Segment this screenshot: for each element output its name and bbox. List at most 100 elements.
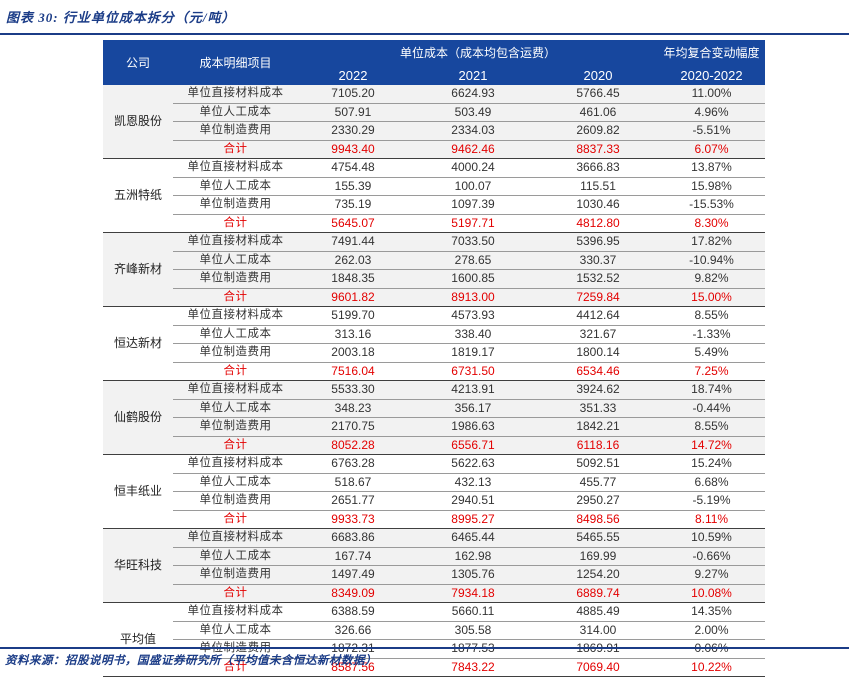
- cost-item-label: 单位人工成本: [173, 621, 298, 640]
- value-2021: 338.40: [408, 325, 538, 344]
- value-2022: 167.74: [298, 547, 408, 566]
- value-2021: 305.58: [408, 621, 538, 640]
- cagr-value: 9.82%: [658, 269, 766, 289]
- value-2020: 314.00: [538, 621, 659, 640]
- value-2021: 8913.00: [408, 288, 538, 307]
- table-row: 齐峰新材 单位直接材料成本 7491.44 7033.50 5396.95 17.82%: [103, 232, 766, 307]
- value-2020: 8498.56: [538, 510, 659, 529]
- cost-item-label: 单位制造费用: [173, 269, 298, 289]
- value-2020: 5092.51: [538, 454, 659, 474]
- table-row: 单位制造费用 2170.75 1986.63 1842.21 8.55%: [103, 417, 766, 437]
- value-2020: 1800.14: [538, 343, 659, 363]
- table-row: 合计 8349.09 7934.18 6889.74 10.08%: [103, 584, 766, 603]
- cagr-value: 10.22%: [658, 658, 766, 677]
- value-2020: 1842.21: [538, 417, 659, 437]
- cagr-value: 14.35%: [658, 602, 766, 622]
- cost-item-label: 单位直接材料成本: [173, 528, 298, 548]
- cagr-value: 8.30%: [658, 214, 766, 233]
- title-rule: [0, 33, 849, 35]
- value-2021: 9462.46: [408, 140, 538, 159]
- value-2021: 1600.85: [408, 269, 538, 289]
- cagr-value: -0.44%: [658, 399, 766, 418]
- cagr-value: -0.66%: [658, 547, 766, 566]
- header-year-row: 2022 2021 2020 2020-2022: [103, 65, 766, 85]
- value-2022: 326.66: [298, 621, 408, 640]
- value-2020: 1532.52: [538, 269, 659, 289]
- header-cost-item: 成本明细项目: [173, 40, 298, 85]
- value-2020: 4412.64: [538, 306, 659, 326]
- cost-item-label: 单位直接材料成本: [173, 85, 298, 104]
- value-2021: 1097.39: [408, 195, 538, 215]
- source-note: 资料来源：招股说明书，国盛证券研究所（平均值未含恒达新材数据）: [5, 655, 377, 667]
- value-2020: 6534.46: [538, 362, 659, 381]
- cost-item-label: 单位直接材料成本: [173, 602, 298, 622]
- value-2022: 8587.56: [298, 658, 408, 677]
- value-2021: 100.07: [408, 177, 538, 196]
- cagr-value: -15.53%: [658, 195, 766, 215]
- value-2022: 155.39: [298, 177, 408, 196]
- table-row: 单位人工成本 262.03 278.65 330.37 -10.94%: [103, 251, 766, 270]
- value-2020: 6118.16: [538, 436, 659, 455]
- value-2020: 455.77: [538, 473, 659, 492]
- value-2021: 5660.11: [408, 602, 538, 622]
- cost-item-label: 单位人工成本: [173, 473, 298, 492]
- cagr-value: 8.55%: [658, 306, 766, 326]
- value-2020: 330.37: [538, 251, 659, 270]
- cost-item-label: 单位人工成本: [173, 251, 298, 270]
- cagr-value: 10.08%: [658, 584, 766, 603]
- value-2022: 507.91: [298, 103, 408, 122]
- value-2022: 5533.30: [298, 380, 408, 400]
- value-2021: 2940.51: [408, 491, 538, 511]
- value-2021: 4000.24: [408, 158, 538, 178]
- cagr-value: 15.00%: [658, 288, 766, 307]
- value-2021: 4573.93: [408, 306, 538, 326]
- value-2021: 5197.71: [408, 214, 538, 233]
- company-name: 平均值: [103, 602, 173, 677]
- header-company: 公司: [103, 40, 173, 85]
- value-2022: 2170.75: [298, 417, 408, 437]
- value-2020: 5465.55: [538, 528, 659, 548]
- cost-item-label: 合计: [173, 436, 298, 455]
- value-2022: 2330.29: [298, 121, 408, 141]
- cagr-value: 14.72%: [658, 436, 766, 455]
- table-header: 公司 成本明细项目 单位成本（成本均包含运费） 年均复合变动幅度 2022 20…: [103, 40, 766, 85]
- table-row: 合计 8052.28 6556.71 6118.16 14.72%: [103, 436, 766, 455]
- value-2021: 503.49: [408, 103, 538, 122]
- cost-item-label: 单位制造费用: [173, 565, 298, 585]
- cagr-value: 11.00%: [658, 85, 766, 104]
- table-row: 恒达新材 单位直接材料成本 5199.70 4573.93 4412.64 8.55%: [103, 306, 766, 381]
- unit-cost-table: 公司 成本明细项目 单位成本（成本均包含运费） 年均复合变动幅度 2022 20…: [103, 40, 766, 677]
- cagr-value: 6.68%: [658, 473, 766, 492]
- table-row: 合计 9601.82 8913.00 7259.84 15.00%: [103, 288, 766, 307]
- cost-item-label: 单位人工成本: [173, 177, 298, 196]
- cost-item-label: 合计: [173, 214, 298, 233]
- cagr-value: 8.11%: [658, 510, 766, 529]
- value-2021: 8995.27: [408, 510, 538, 529]
- cost-item-label: 合计: [173, 140, 298, 159]
- cost-item-label: 合计: [173, 510, 298, 529]
- value-2021: 7843.22: [408, 658, 538, 677]
- value-2020: 1254.20: [538, 565, 659, 585]
- value-2022: 8052.28: [298, 436, 408, 455]
- cost-item-label: 单位人工成本: [173, 103, 298, 122]
- value-2020: 3924.62: [538, 380, 659, 400]
- cagr-value: -1.33%: [658, 325, 766, 344]
- value-2020: 351.33: [538, 399, 659, 418]
- cagr-value: 15.24%: [658, 454, 766, 474]
- value-2022: 6388.59: [298, 602, 408, 622]
- value-2020: 5396.95: [538, 232, 659, 252]
- table-row: 平均值 单位直接材料成本 6388.59 5660.11 4885.49 14.35%: [103, 602, 766, 677]
- value-2020: 7069.40: [538, 658, 659, 677]
- company-name: 齐峰新材: [103, 232, 173, 307]
- value-2021: 432.13: [408, 473, 538, 492]
- value-2021: 162.98: [408, 547, 538, 566]
- header-group-row: 公司 成本明细项目 单位成本（成本均包含运费） 年均复合变动幅度: [103, 40, 766, 85]
- value-2020: 169.99: [538, 547, 659, 566]
- cost-item-label: 合计: [173, 658, 298, 677]
- cost-item-label: 合计: [173, 584, 298, 603]
- value-2021: 6731.50: [408, 362, 538, 381]
- value-2022: 7491.44: [298, 232, 408, 252]
- table-row: 单位人工成本 155.39 100.07 115.51 15.98%: [103, 177, 766, 196]
- cagr-value: 4.96%: [658, 103, 766, 122]
